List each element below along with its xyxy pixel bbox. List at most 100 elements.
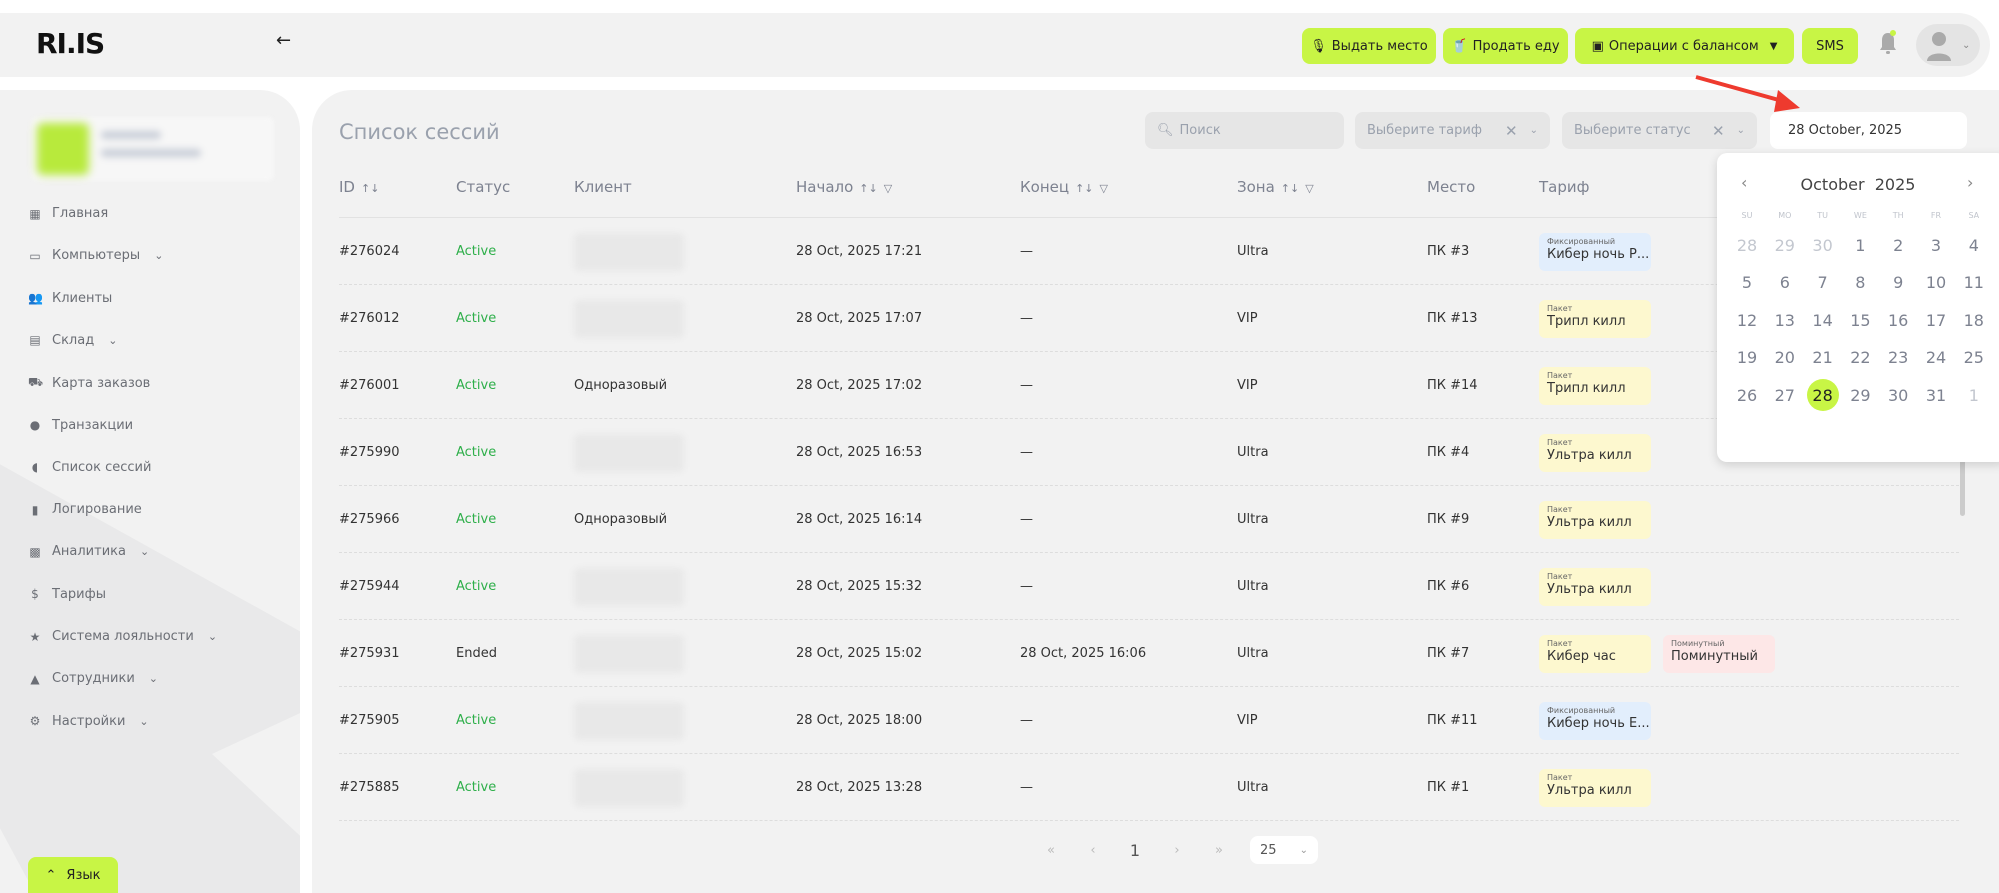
calendar-day[interactable]: 12 <box>1736 310 1758 330</box>
column-header[interactable]: Начало ↑↓ ▽ <box>796 178 892 196</box>
calendar-day[interactable]: 3 <box>1930 235 1942 255</box>
column-header[interactable]: Тариф <box>1539 178 1589 196</box>
calendar-day[interactable]: 23 <box>1888 348 1909 367</box>
blurred-client <box>574 634 684 673</box>
prev-page-button[interactable]: ‹ <box>1090 842 1096 858</box>
sidebar-item[interactable]: ▭ Компьютеры ⌄ <box>28 248 163 263</box>
sidebar-item[interactable]: ● Транзакции <box>28 418 133 433</box>
search-input[interactable]: 🔍︎ Поиск <box>1145 112 1344 149</box>
column-header[interactable]: Статус <box>456 178 510 196</box>
calendar-day[interactable]: 21 <box>1812 348 1833 367</box>
first-page-button[interactable]: « <box>1047 842 1055 858</box>
clear-icon[interactable]: ✕ <box>1712 121 1725 140</box>
table-row[interactable]: #275944 Active 28 Oct, 2025 15:32 — Ultra ПК … <box>339 553 1959 620</box>
sidebar-item[interactable]: 👥 Клиенты <box>28 291 112 306</box>
calendar-day[interactable]: 7 <box>1817 273 1828 292</box>
sort-icon[interactable]: ↑↓ <box>859 182 878 195</box>
calendar-day[interactable]: 9 <box>1893 273 1904 292</box>
calendar-day[interactable]: 18 <box>1963 310 1984 330</box>
column-header[interactable]: Зона ↑↓ ▽ <box>1237 178 1314 196</box>
calendar-day[interactable]: 16 <box>1888 310 1909 330</box>
sidebar-item[interactable]: ▩ Аналитика ⌄ <box>28 544 149 559</box>
column-header[interactable]: ID ↑↓ <box>339 178 379 196</box>
calendar-day[interactable]: 24 <box>1925 348 1947 367</box>
calendar-day[interactable]: 22 <box>1850 348 1871 367</box>
prev-month-button[interactable]: ‹ <box>1741 173 1748 192</box>
calendar-day[interactable]: 20 <box>1774 348 1795 367</box>
tariff-select[interactable]: Выберите тариф ✕ ⌄ <box>1355 112 1550 149</box>
sidebar-item[interactable]: ★ Система лояльности ⌄ <box>28 629 217 644</box>
column-header[interactable]: Клиент <box>574 178 632 196</box>
bell-icon[interactable] <box>1878 30 1898 56</box>
sidebar-item[interactable]: ▤ Склад ⌄ <box>28 333 117 348</box>
calendar-day[interactable]: 14 <box>1812 310 1833 330</box>
arrow-left-icon[interactable]: ← <box>276 30 292 51</box>
clear-icon[interactable]: ✕ <box>1505 121 1518 140</box>
status-select[interactable]: Выберите статус ✕ ⌄ <box>1562 112 1757 149</box>
profile-card[interactable] <box>31 117 274 181</box>
filter-icon[interactable]: ▽ <box>883 182 893 195</box>
table-row[interactable]: #275966 Active Одноразовый 28 Oct, 2025 16:… <box>339 486 1959 553</box>
filter-icon[interactable]: ▽ <box>1099 182 1108 195</box>
filter-icon[interactable]: ▽ <box>1305 182 1314 195</box>
sidebar-item[interactable]: ▦ Главная <box>28 206 108 221</box>
sort-icon[interactable]: ↑↓ <box>1280 182 1300 195</box>
calendar-day[interactable]: 28 <box>1736 235 1758 255</box>
scrollbar[interactable] <box>1960 440 1965 516</box>
calendar-day[interactable]: 13 <box>1774 310 1795 330</box>
calendar-day[interactable]: 19 <box>1736 348 1758 367</box>
calendar-day[interactable]: 2 <box>1893 235 1904 255</box>
calendar-day[interactable]: 8 <box>1855 273 1866 292</box>
table-row[interactable]: #275990 Active 28 Oct, 2025 16:53 — Ultra ПК … <box>339 419 1959 486</box>
table-row[interactable]: #275885 Active 28 Oct, 2025 13:28 — Ultra ПК … <box>339 754 1959 821</box>
calendar-day[interactable]: 29 <box>1850 385 1871 405</box>
sms-button[interactable]: SMS <box>1802 28 1858 64</box>
calendar-day[interactable]: 4 <box>1968 235 1979 255</box>
assign-seat-button[interactable]: 🎙 Выдать место <box>1302 28 1436 64</box>
date-picker-input[interactable]: 28 October, 2025 <box>1770 112 1967 149</box>
selected-day[interactable]: 28 <box>1806 379 1839 411</box>
calendar-day[interactable]: 30 <box>1812 235 1833 255</box>
table-row[interactable]: #276024 Active 28 Oct, 2025 17:21 — Ultra ПК … <box>339 218 1959 285</box>
next-page-button[interactable]: › <box>1174 842 1180 858</box>
calendar-day[interactable]: 27 <box>1774 385 1795 405</box>
calendar-month[interactable]: October <box>1800 175 1865 194</box>
table-row[interactable]: #276012 Active 28 Oct, 2025 17:07 — VIP ПК #1… <box>339 285 1959 352</box>
sort-icon[interactable]: ↑↓ <box>1075 182 1094 195</box>
language-button[interactable]: ⌃ Язык <box>28 857 118 893</box>
sidebar-item[interactable]: ⚙ Настройки ⌄ <box>28 714 149 729</box>
sell-food-button[interactable]: 🥤 Продать еду <box>1443 28 1568 64</box>
sidebar-item[interactable]: ▲ Сотрудники ⌄ <box>28 671 158 686</box>
per-page-select[interactable]: 25 ⌄ <box>1250 836 1318 864</box>
sidebar-item[interactable]: ▮ Логирование <box>28 502 142 517</box>
logo[interactable]: RI.IS <box>36 27 105 60</box>
calendar-day[interactable]: 31 <box>1925 385 1947 405</box>
column-header[interactable]: Конец ↑↓ ▽ <box>1020 178 1108 196</box>
calendar-day[interactable]: 15 <box>1850 310 1871 330</box>
sidebar-item[interactable]: ⛟ Карта заказов <box>28 375 150 391</box>
last-page-button[interactable]: » <box>1215 842 1223 858</box>
calendar-year[interactable]: 2025 <box>1874 175 1916 194</box>
calendar-day[interactable]: 17 <box>1925 310 1947 330</box>
next-month-button[interactable]: › <box>1967 173 1974 192</box>
sidebar-item[interactable]: $ Тарифы <box>28 587 106 602</box>
table-row[interactable]: #275931 Ended 28 Oct, 2025 15:02 28 Oct, 20… <box>339 620 1959 687</box>
calendar-day[interactable]: 1 <box>1968 385 1979 405</box>
calendar-day[interactable]: 6 <box>1779 273 1790 292</box>
user-menu[interactable]: ⌄ <box>1916 24 1980 66</box>
table-row[interactable]: #276001 Active Одноразовый 28 Oct, 2025 17:… <box>339 352 1959 419</box>
current-page[interactable]: 1 <box>1129 840 1141 860</box>
calendar-day[interactable]: 26 <box>1736 385 1758 405</box>
calendar-day[interactable]: 1 <box>1855 235 1866 255</box>
calendar-day[interactable]: 11 <box>1963 273 1984 292</box>
table-row[interactable]: #275905 Active 28 Oct, 2025 18:00 — VIP ПК #1… <box>339 687 1959 754</box>
column-header[interactable]: Место <box>1427 178 1475 196</box>
calendar-day[interactable]: 5 <box>1741 273 1753 292</box>
sort-icon[interactable]: ↑↓ <box>360 182 380 195</box>
calendar-day[interactable]: 30 <box>1888 385 1909 405</box>
calendar-day[interactable]: 10 <box>1925 273 1947 292</box>
balance-operations-button[interactable]: ▣ Операции с балансом ▼ <box>1575 28 1794 64</box>
sidebar-item[interactable]: ◖ Список сессий <box>28 460 152 475</box>
calendar-day[interactable]: 29 <box>1774 235 1795 255</box>
calendar-day[interactable]: 25 <box>1963 348 1984 367</box>
